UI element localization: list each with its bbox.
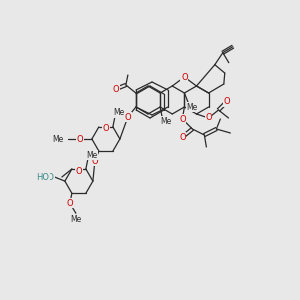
Text: O: O <box>76 134 83 143</box>
Text: O: O <box>112 85 119 94</box>
Text: O: O <box>92 157 98 166</box>
Text: O: O <box>67 199 73 208</box>
Text: HO: HO <box>36 172 49 182</box>
Text: O: O <box>181 73 188 82</box>
Text: O: O <box>76 167 82 176</box>
Text: Me: Me <box>52 134 64 143</box>
Text: O: O <box>205 113 212 122</box>
Text: Me: Me <box>160 116 172 125</box>
Text: Me: Me <box>113 108 124 117</box>
Text: O: O <box>179 115 186 124</box>
Text: Me: Me <box>187 103 198 112</box>
Text: O: O <box>223 98 230 106</box>
Text: O: O <box>124 112 131 122</box>
Text: Me: Me <box>86 151 98 160</box>
Text: Me: Me <box>70 215 82 224</box>
Text: O: O <box>179 133 186 142</box>
Text: O: O <box>103 124 109 134</box>
Text: HO: HO <box>41 172 54 182</box>
